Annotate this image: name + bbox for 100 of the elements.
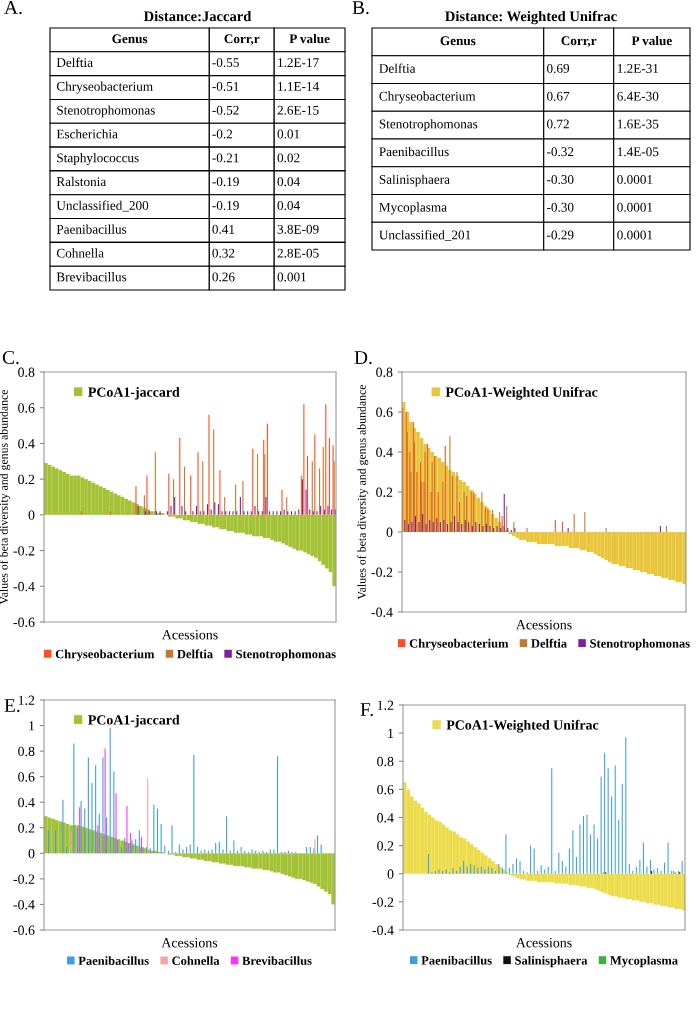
y-axis-title: Values of beta diversity and genus abundance [0,389,11,605]
y-tick-label: 0.4 [377,813,394,823]
legend-label: Mycoplasma [610,955,678,968]
y-tick-label: 1 [29,721,35,731]
data-label: 1.1E-14 [278,82,319,91]
data-label: 0.02 [277,153,300,163]
data-label: 1.2E-31 [617,64,659,73]
y-tick-label: 0.8 [376,367,393,378]
y-tick-label: -0.2 [372,897,394,907]
legend-label: Brevibacillus [242,956,312,966]
data-label: 0.32 [212,248,235,258]
data-label: -0.19 [212,177,239,187]
y-tick-label: 0.6 [18,403,35,413]
data-label: 0.01 [277,129,300,139]
text: D. [354,351,372,365]
category-label: Ralstonia [56,176,107,187]
y-tick-label: 0.8 [377,756,394,767]
data-label: 3.8E-09 [277,224,319,234]
data-label: -0.19 [212,201,239,210]
legend-label: Cohnella [172,956,220,965]
category-label: Brevibacillus [56,272,127,282]
y-tick-label: -0.2 [371,567,393,578]
data-label: -0.30 [547,175,574,184]
y-tick-label: 0.6 [18,772,35,782]
data-label: 0.04 [277,177,300,187]
category-label: Paenibacillus [56,224,127,234]
data-label: 0.41 [212,224,235,234]
legend-label: Salinisphaera [515,955,588,968]
data-label: -0.30 [547,202,574,212]
y-tick-label: 1.2 [18,695,35,706]
text: F. [360,703,373,717]
y-tick-label: 0 [28,848,35,859]
legend-label: Delftia [177,649,213,659]
legend-label: Chryseobacterium [409,638,509,651]
text: Distance: Weighted Unifrac [445,10,617,25]
legend-label: Paenibacillus [78,956,149,966]
x-axis-title: Acessions [515,938,572,948]
data-label: 0.0001 [617,202,653,212]
category-label: Salinisphaera [379,174,450,187]
category-label: Unclassified_200 [56,200,149,212]
data-label: 0.72 [547,119,569,129]
text: Genus [112,34,148,44]
data-label: -0.52 [212,105,239,115]
category-label: Paenibacillus [379,146,449,157]
y-tick-label: -0.2 [13,874,35,884]
series-label: Corr,r [224,34,260,46]
data-label: 2.8E-05 [277,248,319,258]
y-tick-label: 0 [28,510,35,520]
data-label: 0.04 [277,201,300,210]
category-label: Delftia [56,57,93,68]
text: Distance:Jaccard [143,10,252,22]
y-tick-label: 0.6 [377,784,394,795]
category-label: Delftia [379,63,416,73]
data-label: 0.69 [547,64,570,73]
y-tick-label: 0.2 [18,474,35,485]
y-tick-label: 0.8 [18,746,35,757]
legend-label: PCoA1-Weighted Unifrac [446,719,599,733]
y-tick-label: -0.4 [371,607,393,618]
x-axis-title: Acessions [161,938,218,948]
data-label: -0.32 [547,147,574,157]
y-tick-label: 0 [387,869,394,879]
legend-label: PCoA1-Weighted Unifrac [445,386,598,400]
category-label: Chryseobacterium [56,81,153,94]
legend-label: Stenotrophomonas [236,649,336,661]
legend-label: PCoA1-jaccard [88,714,180,728]
text: C. [2,350,19,365]
category-label: Mycoplasma [379,202,447,215]
y-tick-label: 0.4 [18,439,35,449]
y-tick-label: 0.2 [18,823,35,833]
category-label: Unclassified_201 [379,230,471,241]
series-label: P value [631,35,672,46]
data-label: 0.0001 [617,175,653,184]
data-label: -0.29 [547,230,574,240]
y-tick-label: -0.2 [13,546,35,556]
data-label: 0.67 [547,91,570,101]
legend-label: P value [289,33,330,44]
data-label: 2.6E-15 [277,105,319,115]
y-tick-label: 0.2 [376,487,393,498]
legend-label: Chryseobacterium [55,649,155,661]
y-tick-label: -0.6 [13,925,35,936]
x-axis-title: Acessions [515,620,572,630]
data-label: 1.6E-35 [617,119,659,129]
category-label: Chryseobacterium [379,91,476,104]
legend-label: PCoA1-jaccard [88,387,180,400]
y-tick-label: -0.4 [372,925,394,936]
data-label: 1.2E-17 [278,58,319,68]
category-label: Cohnella [56,248,104,258]
y-tick-label: 1 [388,728,394,738]
data-label: 0.0001 [617,230,653,240]
y-tick-label: -0.4 [13,900,35,910]
text: E. [4,699,20,713]
y-tick-label: 0 [386,527,393,537]
data-label: 1.4E-05 [617,147,659,157]
y-axis-title: Values of beta diversity and genus abundance [357,384,369,600]
y-tick-label: -0.6 [13,617,35,628]
legend-label: Delftia [531,638,567,648]
y-tick-label: 0.8 [18,367,35,378]
y-tick-label: -0.4 [13,581,35,592]
y-tick-label: 1.2 [377,700,394,711]
category-label: Staphylococcus [57,153,139,165]
